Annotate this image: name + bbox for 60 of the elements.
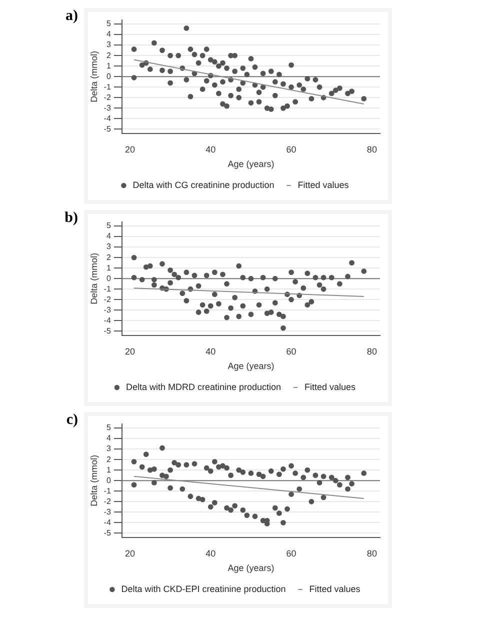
y-tick-label: -3: [104, 507, 112, 516]
x-tick-label: 40: [206, 144, 216, 154]
legend-label: Delta with MDRD creatinine production: [126, 382, 282, 392]
x-tick-label: 40: [206, 548, 216, 558]
x-axis-title: Age (years): [228, 563, 274, 574]
x-axis-title: Age (years): [228, 159, 274, 170]
legend-label: Fitted values: [309, 584, 361, 594]
y-tick-label: 5: [106, 19, 112, 28]
y-tick-label: 2: [106, 50, 112, 60]
y-tick-label: -5: [104, 528, 112, 538]
y-tick-label: 5: [106, 221, 112, 230]
y-tick-label: 1: [106, 61, 112, 70]
y-tick-label: 4: [106, 232, 112, 241]
chart-title: c): [65, 412, 79, 429]
y-tick-label: 1: [106, 465, 112, 474]
y-tick-label: 3: [106, 40, 112, 50]
y-tick-label: 4: [106, 434, 112, 443]
legend-label: Delta with CG creatinine production: [132, 180, 274, 190]
y-tick-label: -5: [104, 326, 112, 336]
y-tick-label: 1: [106, 263, 112, 272]
x-tick-label: 20: [124, 548, 135, 558]
y-tick-label: -4: [104, 316, 112, 325]
y-axis-title: Delta (mmol): [88, 50, 99, 102]
x-tick-label: 60: [286, 548, 296, 558]
y-tick-label: -1: [104, 82, 112, 92]
chart-title: b): [64, 210, 79, 227]
y-tick-label: 3: [106, 444, 112, 454]
y-tick-label: -1: [104, 284, 112, 294]
x-tick-label: 60: [286, 346, 296, 356]
y-tick-label: 0: [106, 476, 112, 485]
x-tick-label: 40: [206, 346, 216, 356]
legend-label: Fitted values: [298, 180, 350, 190]
legend-label: Fitted values: [304, 382, 356, 392]
chart-title: a): [64, 8, 79, 25]
y-axis-title: Delta (mmol): [88, 252, 99, 304]
x-tick-label: 80: [366, 548, 377, 558]
y-tick-label: 4: [106, 30, 112, 39]
x-tick-label: 20: [124, 346, 135, 356]
y-tick-label: 5: [106, 423, 112, 432]
y-tick-label: -2: [104, 92, 112, 102]
y-tick-label: -2: [104, 294, 112, 304]
y-tick-label: -2: [104, 496, 112, 506]
y-tick-label: 0: [106, 72, 112, 81]
x-axis-title: Age (years): [228, 361, 274, 372]
x-tick-label: 20: [124, 144, 135, 154]
y-tick-label: -4: [104, 114, 112, 123]
x-tick-label: 80: [366, 346, 377, 356]
y-axis-title: Delta (mmol): [88, 454, 99, 506]
y-tick-label: 2: [106, 252, 112, 262]
x-tick-label: 60: [286, 144, 296, 154]
y-tick-label: 2: [106, 454, 112, 464]
y-tick-label: -3: [104, 103, 112, 112]
y-tick-label: -4: [104, 518, 112, 527]
x-tick-label: 80: [366, 144, 377, 154]
y-tick-label: -1: [104, 486, 112, 496]
y-tick-label: -3: [104, 305, 112, 314]
y-tick-label: -5: [104, 124, 112, 134]
y-tick-label: 0: [106, 274, 112, 283]
y-tick-label: 3: [106, 242, 112, 252]
legend-label: Delta with CKD-EPI creatinine production: [121, 584, 286, 594]
